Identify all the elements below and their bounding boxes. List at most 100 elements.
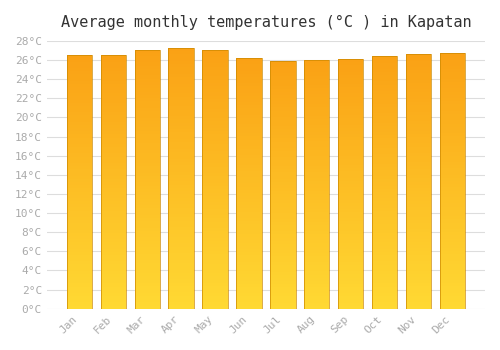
Bar xyxy=(304,100,330,104)
Bar xyxy=(338,115,363,118)
Bar xyxy=(406,239,431,242)
Bar xyxy=(236,86,262,90)
Bar xyxy=(134,92,160,95)
Bar xyxy=(440,245,465,248)
Bar xyxy=(134,293,160,296)
Bar xyxy=(338,268,363,271)
Bar xyxy=(134,102,160,105)
Bar xyxy=(406,137,431,140)
Bar xyxy=(168,188,194,191)
Bar xyxy=(236,58,262,309)
Bar xyxy=(100,138,126,141)
Bar xyxy=(440,89,465,92)
Bar xyxy=(338,218,363,221)
Bar xyxy=(67,176,92,179)
Bar xyxy=(372,60,398,63)
Bar xyxy=(202,150,228,154)
Bar xyxy=(440,124,465,127)
Bar xyxy=(270,247,295,250)
Bar xyxy=(236,262,262,265)
Bar xyxy=(270,104,295,107)
Bar xyxy=(338,106,363,109)
Bar xyxy=(406,217,431,220)
Bar xyxy=(168,64,194,67)
Bar xyxy=(100,128,126,131)
Bar xyxy=(168,178,194,181)
Bar xyxy=(270,173,295,176)
Bar xyxy=(100,236,126,239)
Bar xyxy=(304,287,330,290)
Bar xyxy=(236,278,262,281)
Bar xyxy=(67,220,92,223)
Bar xyxy=(270,79,295,83)
Bar xyxy=(270,157,295,160)
Bar xyxy=(440,114,465,117)
Bar xyxy=(270,231,295,235)
Bar xyxy=(236,114,262,118)
Bar xyxy=(270,166,295,169)
Bar xyxy=(168,237,194,240)
Bar xyxy=(338,156,363,159)
Bar xyxy=(236,64,262,68)
Bar xyxy=(270,98,295,101)
Bar xyxy=(134,241,160,244)
Bar xyxy=(440,168,465,172)
Bar xyxy=(168,113,194,116)
Bar xyxy=(202,296,228,299)
Bar xyxy=(100,302,126,306)
Bar xyxy=(440,299,465,302)
Bar xyxy=(168,263,194,266)
Bar xyxy=(202,76,228,79)
Bar xyxy=(270,160,295,163)
Bar xyxy=(440,127,465,130)
Bar xyxy=(100,173,126,176)
Bar xyxy=(440,165,465,168)
Bar xyxy=(406,140,431,143)
Bar xyxy=(440,293,465,296)
Bar xyxy=(440,136,465,140)
Bar xyxy=(67,195,92,198)
Bar xyxy=(440,197,465,200)
Bar xyxy=(338,284,363,287)
Bar xyxy=(270,253,295,256)
Bar xyxy=(236,108,262,111)
Bar xyxy=(304,237,330,240)
Bar xyxy=(168,302,194,306)
Bar xyxy=(270,67,295,70)
Bar xyxy=(134,108,160,111)
Bar xyxy=(168,77,194,80)
Bar xyxy=(372,246,398,249)
Bar xyxy=(100,55,126,309)
Bar xyxy=(202,218,228,222)
Bar xyxy=(134,260,160,264)
Bar xyxy=(202,302,228,306)
Bar xyxy=(67,147,92,150)
Bar xyxy=(270,77,295,79)
Bar xyxy=(338,296,363,299)
Bar xyxy=(67,122,92,125)
Bar xyxy=(338,153,363,156)
Bar xyxy=(270,61,295,309)
Bar xyxy=(236,136,262,140)
Bar xyxy=(100,74,126,77)
Bar xyxy=(304,119,330,122)
Bar xyxy=(134,189,160,192)
Bar xyxy=(304,234,330,237)
Bar xyxy=(270,70,295,74)
Bar xyxy=(270,64,295,67)
Bar xyxy=(67,261,92,264)
Bar xyxy=(406,156,431,159)
Bar xyxy=(406,54,431,309)
Bar xyxy=(100,245,126,248)
Bar xyxy=(67,271,92,274)
Bar xyxy=(168,116,194,119)
Bar xyxy=(202,96,228,99)
Bar xyxy=(236,237,262,240)
Bar xyxy=(304,290,330,293)
Bar xyxy=(338,231,363,234)
Bar xyxy=(134,160,160,163)
Bar xyxy=(440,258,465,261)
Bar xyxy=(440,76,465,79)
Bar xyxy=(338,172,363,175)
Bar xyxy=(304,209,330,212)
